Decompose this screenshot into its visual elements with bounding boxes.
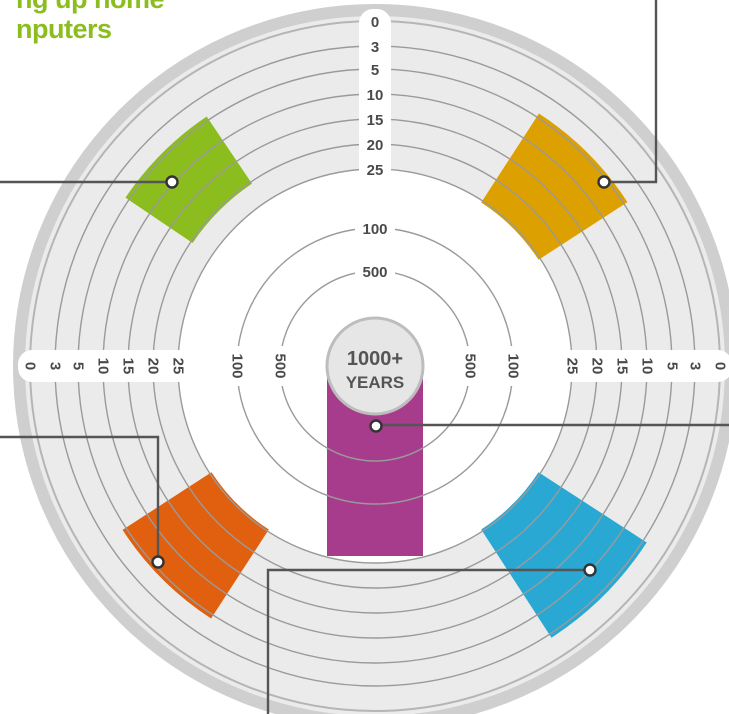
right-gap-500 — [460, 346, 480, 386]
top-tick-25: 25 — [367, 162, 384, 179]
blue-leader-dot — [583, 563, 597, 577]
page-title-line-2: nputers — [16, 14, 112, 44]
top-label-plate — [359, 9, 391, 184]
left-tick-3: 3 — [47, 362, 64, 370]
purple-leader-dot — [369, 419, 383, 433]
center-label-bottom: YEARS — [346, 373, 405, 392]
right-tick-5: 5 — [664, 362, 681, 370]
left-gap-100 — [227, 346, 247, 386]
left-tick-20: 20 — [145, 358, 162, 375]
left-gap-500 — [270, 346, 290, 386]
right-tick-0: 0 — [712, 362, 729, 370]
right-tick-3: 3 — [687, 362, 704, 370]
blue-leader-line — [266, 568, 590, 714]
right-label-plate — [557, 350, 729, 382]
right-tick-20: 20 — [589, 358, 606, 375]
top-tick-10: 10 — [367, 87, 384, 104]
left-tick-25: 25 — [170, 358, 187, 375]
left-tick-10: 10 — [95, 358, 112, 375]
top-tick-3: 3 — [371, 39, 379, 56]
left-label-plate — [18, 350, 193, 382]
left-tick-15: 15 — [120, 358, 137, 375]
right-tick-500: 500 — [462, 353, 479, 378]
center-label-top: 1000+ — [347, 348, 403, 370]
left-tick-5: 5 — [70, 362, 87, 370]
segment-green — [125, 116, 252, 243]
top-tick-15: 15 — [367, 112, 384, 129]
center-cap — [325, 316, 425, 416]
right-gap-100 — [503, 346, 523, 386]
right-tick-25: 25 — [564, 358, 581, 375]
orange-leader-line — [0, 435, 160, 562]
top-tick-0: 0 — [371, 14, 379, 31]
left-tick-500: 500 — [272, 353, 289, 378]
segment-blue — [481, 472, 647, 638]
purple-leader-line — [374, 423, 729, 427]
orange-leader-dot — [151, 555, 165, 569]
right-tick-15: 15 — [614, 358, 631, 375]
segment-gold — [481, 113, 628, 260]
top-gap-100 — [355, 218, 395, 238]
top-tick-500: 500 — [362, 264, 387, 281]
right-tick-10: 10 — [639, 358, 656, 375]
left-tick-0: 0 — [22, 362, 39, 370]
top-gap-500 — [355, 261, 395, 281]
page-title-line-1: ng up home — [16, 0, 164, 15]
gold-leader-line — [604, 0, 658, 184]
right-tick-100: 100 — [505, 353, 522, 378]
green-leader-dot — [165, 175, 179, 189]
top-tick-5: 5 — [371, 62, 379, 79]
gold-leader-dot — [597, 175, 611, 189]
left-tick-100: 100 — [229, 353, 246, 378]
top-tick-100: 100 — [362, 221, 387, 238]
top-tick-20: 20 — [367, 137, 384, 154]
